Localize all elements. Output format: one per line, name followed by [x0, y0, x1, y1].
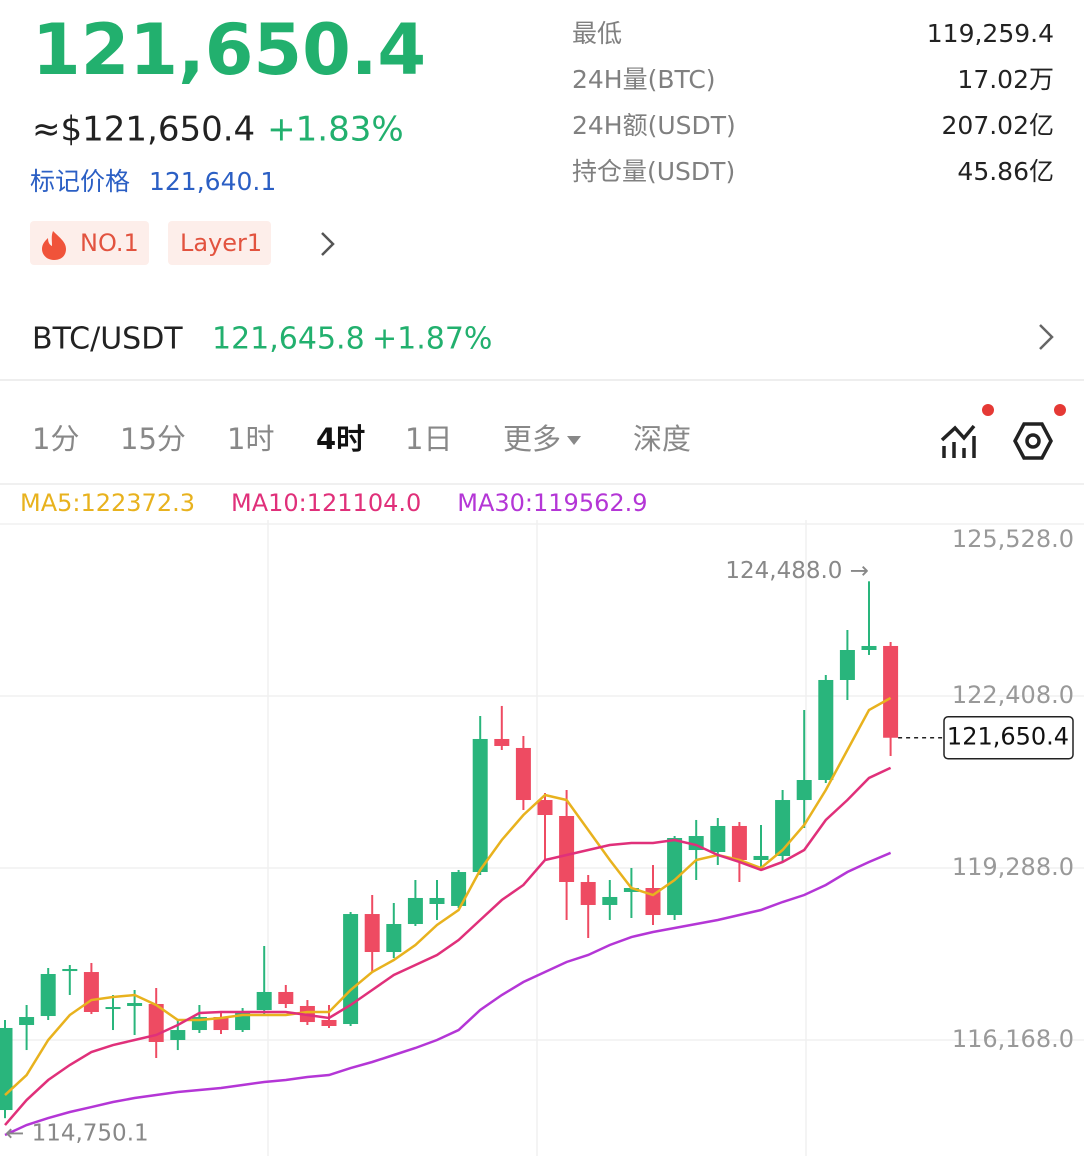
- candle-body: [343, 914, 359, 1025]
- candle-body: [602, 896, 618, 905]
- stat-value: 207.02亿: [942, 111, 1054, 140]
- mark-label: 标记价格: [30, 167, 130, 196]
- candle-body: [170, 1030, 186, 1041]
- timeframe-tab[interactable]: 1时: [227, 422, 274, 456]
- last-price-box: [943, 715, 1074, 760]
- candle-body: [429, 897, 445, 904]
- vertical-grid: [267, 520, 807, 1156]
- candle-body: [0, 1027, 13, 1111]
- price-change: +1.83%: [267, 110, 404, 150]
- badge: [982, 404, 994, 416]
- price: 121,650.4: [32, 9, 426, 91]
- timeframe-tab[interactable]: 4时: [316, 422, 365, 456]
- stat-value: 45.86亿: [957, 157, 1054, 186]
- candle-body: [386, 924, 402, 953]
- candle-body: [256, 991, 272, 1011]
- stat-value: 119,259.4: [927, 19, 1054, 48]
- ma-line: [4, 851, 892, 1137]
- spot-price: 121,645.8: [212, 322, 365, 357]
- candle-body: [213, 1017, 229, 1031]
- chevron[interactable]: [1039, 324, 1054, 350]
- candle-body: [472, 738, 488, 873]
- candle-body: [494, 738, 510, 746]
- tag[interactable]: Layer1: [180, 229, 262, 257]
- candle-body: [62, 968, 78, 972]
- timeframe-tab[interactable]: 1分: [32, 422, 79, 456]
- y-tick-label: 125,528.0: [952, 525, 1074, 553]
- candle-body: [559, 816, 575, 882]
- timeframe-tab[interactable]: 1日: [405, 422, 452, 456]
- chevron[interactable]: [321, 232, 335, 256]
- candle-body: [40, 974, 56, 1017]
- candle-body: [710, 825, 726, 853]
- candle-body: [407, 897, 423, 925]
- badge: [1054, 404, 1066, 416]
- candle-body: [19, 1017, 35, 1026]
- candle-body: [667, 838, 683, 916]
- high-annotation: 124,488.0 →: [725, 558, 869, 584]
- candle-body: [364, 914, 380, 953]
- candle-body: [537, 800, 553, 816]
- stat-label: 24H量(BTC): [572, 65, 716, 94]
- candle-body: [818, 679, 834, 781]
- stat-value: 17.02万: [957, 65, 1054, 94]
- candle-body: [451, 872, 467, 906]
- stat-label: 持仓量(USDT): [572, 157, 735, 186]
- mark-price: 121,640.1: [149, 167, 276, 196]
- last-price-label: 121,650.4: [947, 723, 1069, 751]
- y-tick-label: 119,288.0: [952, 853, 1074, 881]
- low-annotation: ← 114,750.1: [5, 1121, 149, 1147]
- candle-body: [105, 1007, 121, 1010]
- stat-label: 24H额(USDT): [572, 111, 736, 140]
- candle-body: [278, 991, 294, 1005]
- candle-body: [753, 855, 769, 860]
- candle-body: [321, 1019, 337, 1026]
- usd-price: ≈$121,650.4: [32, 110, 255, 150]
- timeframe-tab[interactable]: 更多: [503, 422, 561, 456]
- settings-icon[interactable]: [1013, 422, 1053, 460]
- dropdown-caret: [567, 436, 582, 445]
- ma-line: [4, 766, 892, 1126]
- y-tick-label: 122,408.0: [952, 681, 1074, 709]
- stat-label: 最低: [572, 19, 622, 48]
- spot-change: +1.87%: [372, 322, 492, 357]
- candle-body: [515, 747, 531, 801]
- candle-body: [839, 650, 855, 680]
- candle-body: [775, 800, 791, 856]
- timeframe-tab[interactable]: 15分: [120, 422, 186, 456]
- candle-body: [127, 1003, 143, 1006]
- fire-icon: [42, 231, 66, 260]
- ma-legend: MA30:119562.9: [457, 489, 647, 517]
- ma-legend: MA5:122372.3: [20, 489, 195, 517]
- candle-body: [731, 825, 747, 860]
- ma-line: [4, 696, 892, 1096]
- candle-body: [861, 645, 877, 651]
- candle-body: [883, 645, 899, 738]
- candle-body: [83, 972, 99, 1012]
- timeframe-tab[interactable]: 深度: [633, 422, 691, 456]
- tag-bg[interactable]: [168, 221, 271, 265]
- tag[interactable]: NO.1: [80, 229, 139, 257]
- spot-pair[interactable]: BTC/USDT: [32, 322, 183, 357]
- y-tick-label: 116,168.0: [952, 1025, 1074, 1053]
- settings-icon-center: [1025, 433, 1041, 449]
- candle-body: [796, 780, 812, 801]
- ma-legend: MA10:121104.0: [231, 489, 421, 517]
- candle-body: [623, 888, 639, 892]
- indicator-icon[interactable]: [940, 424, 976, 458]
- candle-body: [580, 881, 596, 905]
